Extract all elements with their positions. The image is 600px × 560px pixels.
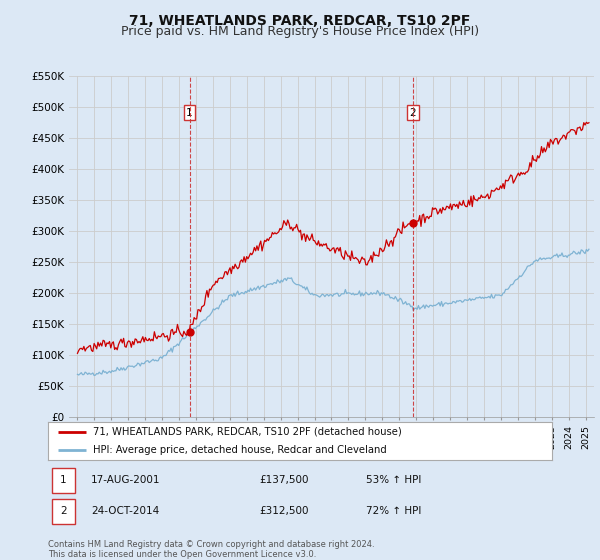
- Text: 1: 1: [60, 475, 67, 486]
- Text: HPI: Average price, detached house, Redcar and Cleveland: HPI: Average price, detached house, Redc…: [94, 445, 387, 455]
- Text: 71, WHEATLANDS PARK, REDCAR, TS10 2PF: 71, WHEATLANDS PARK, REDCAR, TS10 2PF: [130, 14, 470, 28]
- Text: £312,500: £312,500: [260, 506, 309, 516]
- FancyBboxPatch shape: [52, 468, 75, 493]
- Text: This data is licensed under the Open Government Licence v3.0.: This data is licensed under the Open Gov…: [48, 550, 316, 559]
- Text: 17-AUG-2001: 17-AUG-2001: [91, 475, 160, 486]
- Text: 2: 2: [410, 108, 416, 118]
- Text: 24-OCT-2014: 24-OCT-2014: [91, 506, 159, 516]
- Text: 2: 2: [60, 506, 67, 516]
- Text: £137,500: £137,500: [260, 475, 309, 486]
- Text: 72% ↑ HPI: 72% ↑ HPI: [365, 506, 421, 516]
- FancyBboxPatch shape: [52, 499, 75, 524]
- Text: 53% ↑ HPI: 53% ↑ HPI: [365, 475, 421, 486]
- Text: 1: 1: [186, 108, 193, 118]
- Text: Price paid vs. HM Land Registry's House Price Index (HPI): Price paid vs. HM Land Registry's House …: [121, 25, 479, 38]
- Text: Contains HM Land Registry data © Crown copyright and database right 2024.: Contains HM Land Registry data © Crown c…: [48, 540, 374, 549]
- Text: 71, WHEATLANDS PARK, REDCAR, TS10 2PF (detached house): 71, WHEATLANDS PARK, REDCAR, TS10 2PF (d…: [94, 427, 402, 437]
